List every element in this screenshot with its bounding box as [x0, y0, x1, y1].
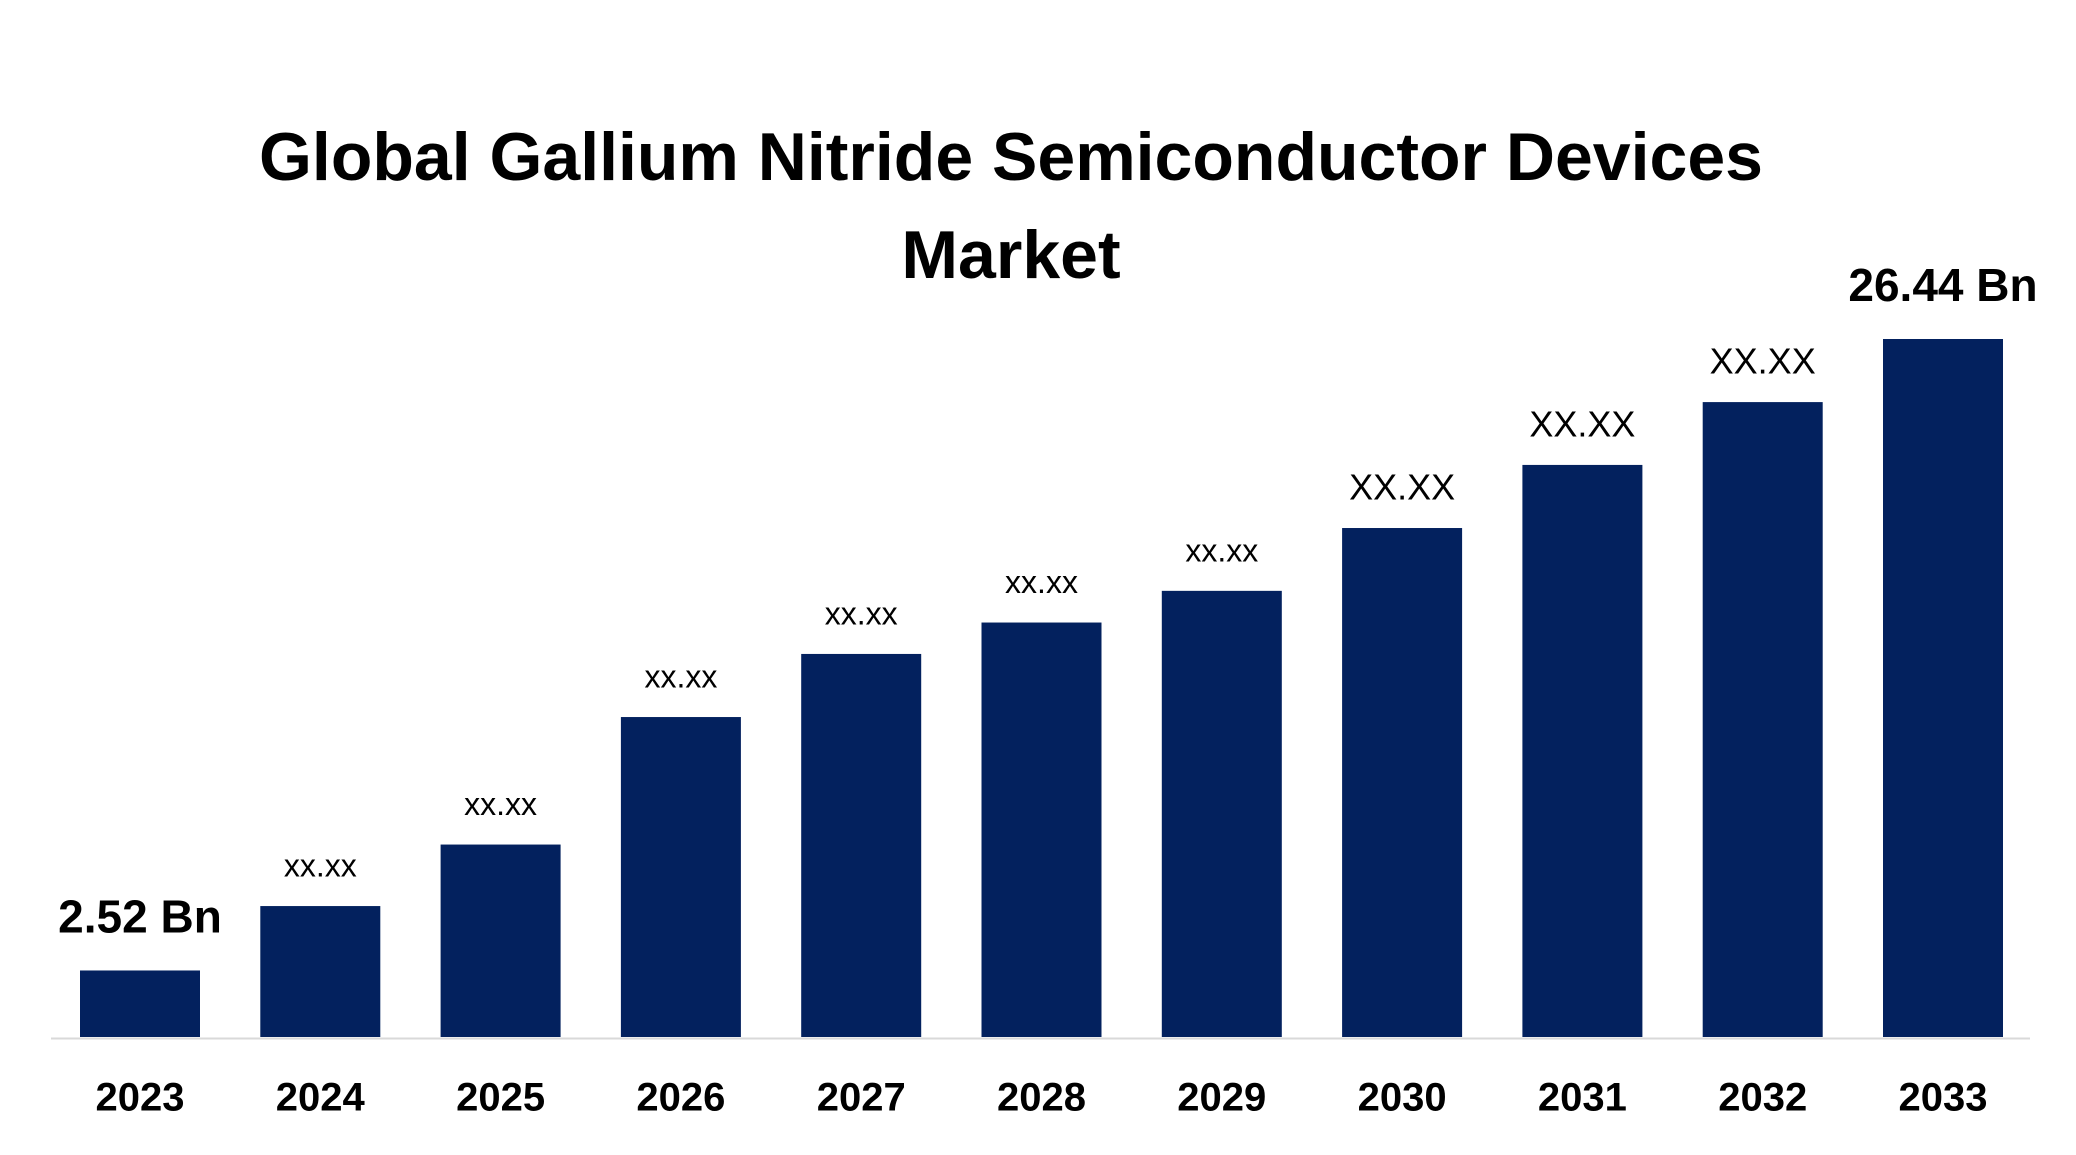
value-label: xx.xx	[644, 658, 717, 694]
x-tick-label: 2028	[997, 1076, 1086, 1120]
bar	[981, 622, 1102, 1037]
value-label: 2.52 Bn	[58, 891, 222, 943]
x-tick-label: 2024	[276, 1076, 366, 1120]
x-tick-label: 2025	[456, 1076, 545, 1120]
x-tick-label: 2027	[817, 1076, 906, 1120]
x-tick-label: 2023	[96, 1076, 185, 1120]
x-tick-label: 2032	[1718, 1076, 1807, 1120]
x-tick-label: 2029	[1177, 1076, 1266, 1120]
value-label: xx.xx	[284, 848, 357, 884]
value-label: 26.44 Bn	[1848, 259, 2037, 311]
x-tick-label: 2030	[1358, 1076, 1447, 1120]
x-tick-label: 2031	[1538, 1076, 1627, 1120]
chart-title: Global Gallium Nitride Semiconductor Dev…	[259, 119, 1763, 293]
value-label: xx.xx	[1005, 564, 1078, 600]
x-tick-label: 2033	[1899, 1076, 1988, 1120]
bar	[801, 653, 922, 1037]
value-label: XX.XX	[1529, 403, 1635, 444]
value-label: xx.xx	[825, 595, 898, 631]
value-label: xx.xx	[1185, 532, 1258, 568]
bar	[620, 717, 741, 1037]
value-label: XX.XX	[1710, 341, 1816, 382]
bar	[1161, 590, 1282, 1037]
x-tick-label: 2026	[636, 1076, 725, 1120]
bar	[260, 906, 381, 1037]
value-label: XX.XX	[1349, 467, 1455, 508]
bar	[1883, 339, 2003, 1037]
bar	[440, 844, 561, 1037]
value-label: xx.xx	[464, 786, 537, 822]
bar	[1522, 464, 1643, 1037]
bar	[1342, 528, 1463, 1037]
bar	[1702, 402, 1823, 1037]
bar	[80, 970, 200, 1037]
